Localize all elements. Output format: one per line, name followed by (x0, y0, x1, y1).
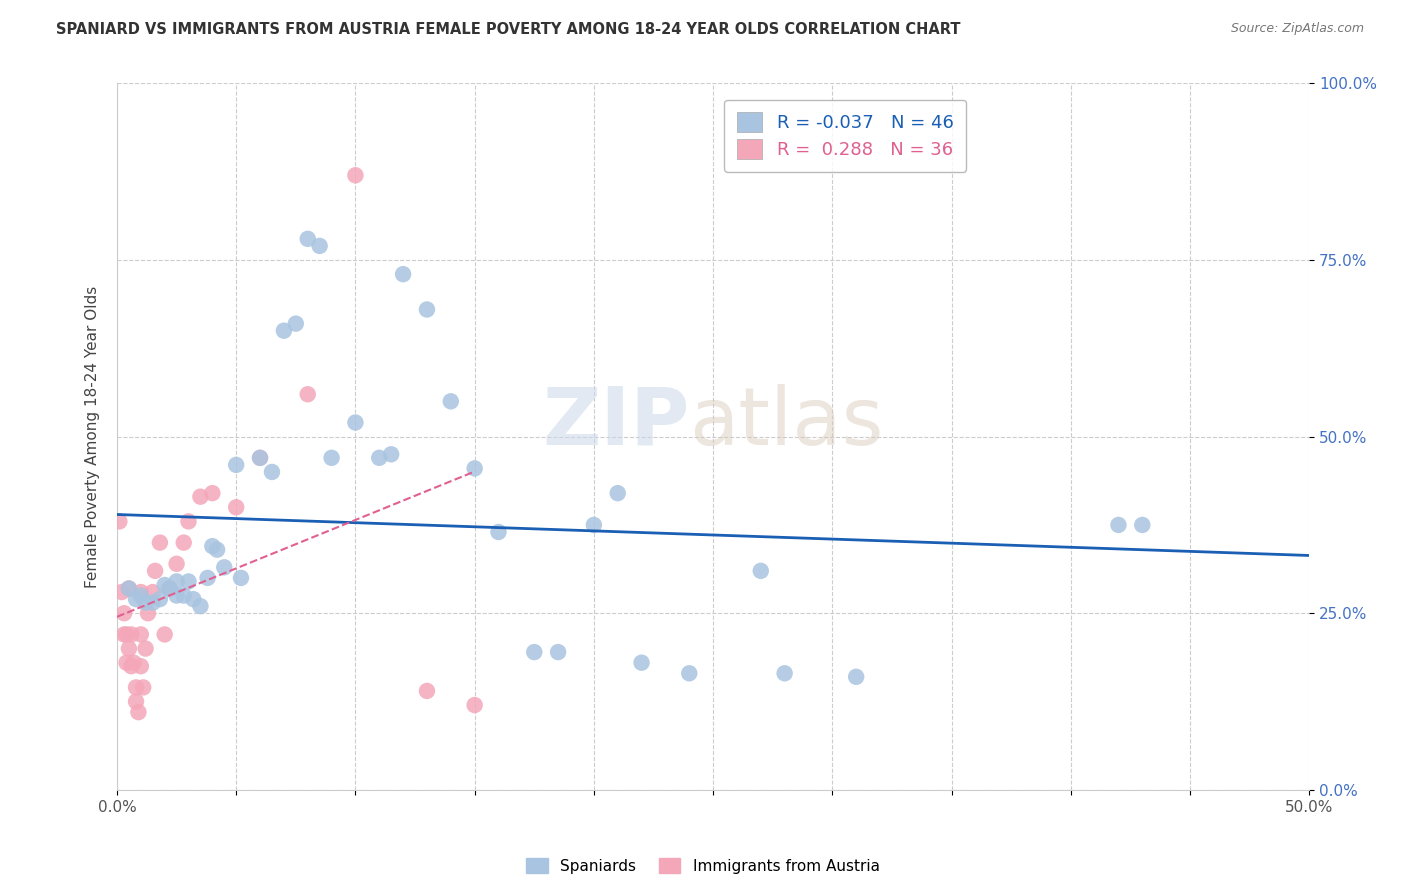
Point (135, 596, 157, 610)
Point (112, 606, 135, 620)
Point (392, 267, 415, 281)
Point (127, 705, 149, 719)
Point (214, 560, 236, 574)
Point (297, 232, 319, 246)
Point (273, 324, 295, 338)
Point (120, 659, 142, 673)
Point (143, 564, 166, 578)
Point (153, 627, 176, 641)
Text: SPANIARD VS IMMIGRANTS FROM AUSTRIA FEMALE POVERTY AMONG 18-24 YEAR OLDS CORRELA: SPANIARD VS IMMIGRANTS FROM AUSTRIA FEMA… (56, 22, 960, 37)
Point (181, 592, 204, 607)
Point (177, 574, 200, 589)
Point (149, 535, 172, 549)
Point (120, 627, 142, 641)
Point (845, 670, 868, 684)
Point (166, 557, 188, 571)
Y-axis label: Female Poverty Among 18-24 Year Olds: Female Poverty Among 18-24 Year Olds (86, 285, 100, 588)
Point (136, 606, 159, 620)
Point (201, 486, 224, 500)
Point (630, 656, 652, 670)
Point (1107, 517, 1129, 532)
Point (153, 578, 176, 592)
Point (368, 450, 391, 465)
Point (125, 592, 148, 607)
Point (260, 465, 283, 479)
Point (229, 571, 252, 585)
Point (142, 596, 165, 610)
Point (173, 535, 195, 549)
Point (129, 627, 152, 641)
Point (115, 656, 138, 670)
Point (115, 627, 138, 641)
Point (606, 486, 628, 500)
Point (125, 681, 148, 695)
Legend: R = -0.037   N = 46, R =  0.288   N = 36: R = -0.037 N = 46, R = 0.288 N = 36 (724, 100, 966, 172)
Point (488, 524, 510, 539)
Point (135, 641, 157, 656)
Point (308, 239, 330, 253)
Point (129, 585, 152, 599)
Point (190, 490, 212, 504)
Point (129, 589, 152, 603)
Point (225, 458, 247, 472)
Point (297, 387, 319, 401)
Point (159, 582, 181, 596)
Point (464, 698, 486, 712)
Point (122, 656, 145, 670)
Point (440, 394, 463, 409)
Point (225, 500, 247, 515)
Point (118, 582, 141, 596)
Point (149, 592, 172, 607)
Point (173, 589, 195, 603)
Point (523, 645, 546, 659)
Point (249, 450, 271, 465)
Point (112, 627, 135, 641)
Point (284, 317, 307, 331)
Point (1130, 517, 1153, 532)
Point (159, 582, 181, 596)
Point (197, 571, 219, 585)
Point (166, 574, 188, 589)
Point (166, 589, 188, 603)
Point (464, 461, 486, 475)
Point (416, 302, 439, 317)
Point (380, 447, 402, 461)
Point (749, 564, 772, 578)
Point (142, 585, 165, 599)
Point (344, 416, 367, 430)
Point (111, 585, 134, 599)
Point (108, 515, 131, 529)
Point (177, 515, 200, 529)
Text: Source: ZipAtlas.com: Source: ZipAtlas.com (1230, 22, 1364, 36)
Point (547, 645, 569, 659)
Point (344, 168, 367, 182)
Point (249, 450, 271, 465)
Legend: Spaniards, Immigrants from Austria: Spaniards, Immigrants from Austria (520, 852, 886, 880)
Point (582, 517, 605, 532)
Point (773, 666, 796, 681)
Point (132, 681, 155, 695)
Text: atlas: atlas (689, 384, 883, 461)
Point (118, 582, 141, 596)
Point (678, 666, 700, 681)
Point (125, 694, 148, 708)
Point (416, 684, 439, 698)
Point (201, 539, 224, 553)
Text: ZIP: ZIP (541, 384, 689, 461)
Point (321, 450, 343, 465)
Point (129, 659, 152, 673)
Point (190, 599, 212, 614)
Point (118, 641, 141, 656)
Point (205, 542, 228, 557)
